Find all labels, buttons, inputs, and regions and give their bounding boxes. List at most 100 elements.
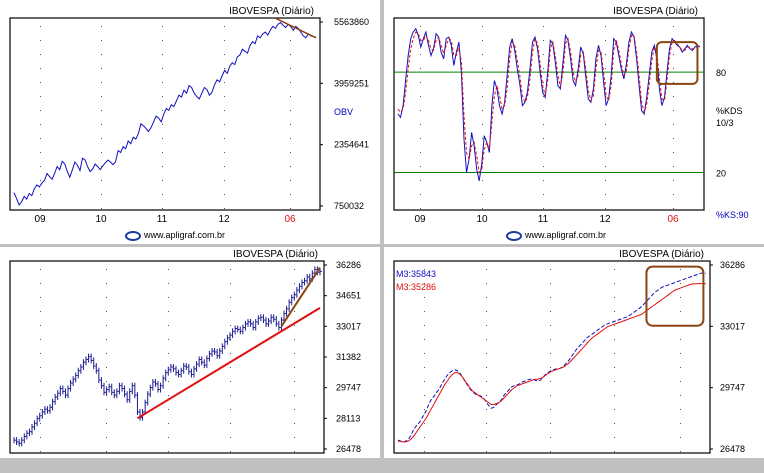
y-tick-label: 34651 bbox=[336, 291, 361, 301]
grid-dot bbox=[224, 96, 225, 97]
grid-dot bbox=[40, 339, 41, 340]
y-tick-label: 36286 bbox=[720, 260, 745, 270]
grid-dot bbox=[40, 68, 41, 69]
grid-dot bbox=[162, 152, 163, 153]
grid-dot bbox=[162, 124, 163, 125]
grid-dot bbox=[614, 297, 615, 298]
grid-dot bbox=[162, 96, 163, 97]
grid-dot bbox=[420, 180, 421, 181]
grid-dot bbox=[40, 395, 41, 396]
grid-dot bbox=[673, 96, 674, 97]
grid-dot bbox=[680, 395, 681, 396]
chart-pane-ma: IBOVESPA (Diário) M3:35843 M3:35286 36286 33… bbox=[384, 247, 764, 458]
plot-frame bbox=[393, 260, 711, 454]
grid-dot bbox=[543, 124, 544, 125]
x-tick-label: 12 bbox=[218, 214, 230, 225]
y-tick-label: 80 bbox=[716, 68, 726, 78]
grid-dot bbox=[294, 381, 295, 382]
grid-dot bbox=[40, 283, 41, 284]
grid-dot bbox=[680, 409, 681, 410]
grid-dot bbox=[106, 311, 107, 312]
grid-dot bbox=[162, 194, 163, 195]
grid-dot bbox=[224, 26, 225, 27]
grid-dot bbox=[101, 138, 102, 139]
taskbar bbox=[0, 458, 764, 473]
grid-dot bbox=[605, 26, 606, 27]
grid-dot bbox=[543, 82, 544, 83]
y-tick-label: 29747 bbox=[336, 383, 361, 393]
y-tick-label: 33017 bbox=[720, 321, 745, 331]
grid-dot bbox=[106, 367, 107, 368]
grid-dot bbox=[294, 311, 295, 312]
grid-dot bbox=[40, 26, 41, 27]
grid-dot bbox=[605, 54, 606, 55]
grid-dot bbox=[40, 124, 41, 125]
grid-dot bbox=[673, 138, 674, 139]
grid-dot bbox=[550, 353, 551, 354]
grid-dot bbox=[673, 180, 674, 181]
grid-dot bbox=[605, 124, 606, 125]
grid-dot bbox=[40, 82, 41, 83]
grid-dot bbox=[482, 180, 483, 181]
grid-dot bbox=[230, 395, 231, 396]
grid-dot bbox=[294, 325, 295, 326]
grid-dot bbox=[543, 54, 544, 55]
grid-dot bbox=[101, 26, 102, 27]
grid-dot bbox=[486, 269, 487, 270]
grid-dot bbox=[482, 124, 483, 125]
grid-dot bbox=[230, 409, 231, 410]
grid-dot bbox=[106, 269, 107, 270]
grid-dot bbox=[605, 194, 606, 195]
grid-dot bbox=[680, 269, 681, 270]
grid-dot bbox=[420, 68, 421, 69]
grid-dot bbox=[673, 152, 674, 153]
grid-dot bbox=[673, 82, 674, 83]
grid-dot bbox=[294, 451, 295, 452]
grid-dot bbox=[294, 283, 295, 284]
grid-dot bbox=[486, 311, 487, 312]
grid-dot bbox=[543, 138, 544, 139]
grid-dot bbox=[673, 208, 674, 209]
grid-dot bbox=[543, 96, 544, 97]
grid-dot bbox=[230, 423, 231, 424]
obv-trend-line bbox=[275, 17, 317, 39]
grid-dot bbox=[486, 325, 487, 326]
grid-dot bbox=[106, 409, 107, 410]
grid-dot bbox=[290, 166, 291, 167]
grid-dot bbox=[224, 54, 225, 55]
grid-dot bbox=[482, 82, 483, 83]
grid-dot bbox=[230, 283, 231, 284]
grid-dot bbox=[550, 325, 551, 326]
grid-dot bbox=[224, 194, 225, 195]
grid-dot bbox=[290, 138, 291, 139]
grid-dot bbox=[106, 381, 107, 382]
grid-dot bbox=[162, 110, 163, 111]
y-axis-label-period: 10/3 bbox=[716, 118, 734, 128]
grid-dot bbox=[162, 68, 163, 69]
grid-dot bbox=[290, 194, 291, 195]
y-tick-label: 26478 bbox=[336, 444, 361, 454]
grid-dot bbox=[482, 194, 483, 195]
grid-dot bbox=[290, 208, 291, 209]
grid-dot bbox=[420, 152, 421, 153]
grid-dot bbox=[605, 40, 606, 41]
grid-dot bbox=[420, 166, 421, 167]
grid-dot bbox=[290, 54, 291, 55]
grid-dot bbox=[424, 437, 425, 438]
grid-dot bbox=[101, 68, 102, 69]
grid-dot bbox=[168, 451, 169, 452]
y-tick-label: 2354641 bbox=[334, 140, 369, 150]
x-tick-label: 10 bbox=[95, 214, 107, 225]
grid-dot bbox=[543, 110, 544, 111]
x-tick-label: 09 bbox=[34, 214, 46, 225]
pane-background bbox=[384, 0, 764, 244]
grid-dot bbox=[543, 194, 544, 195]
y-tick-label: 26478 bbox=[720, 444, 745, 454]
y-tick-label: 20 bbox=[716, 169, 726, 179]
grid-dot bbox=[424, 409, 425, 410]
grid-dot bbox=[680, 297, 681, 298]
grid-dot bbox=[168, 423, 169, 424]
highlight-box bbox=[645, 265, 705, 327]
grid-dot bbox=[486, 381, 487, 382]
grid-dot bbox=[290, 180, 291, 181]
